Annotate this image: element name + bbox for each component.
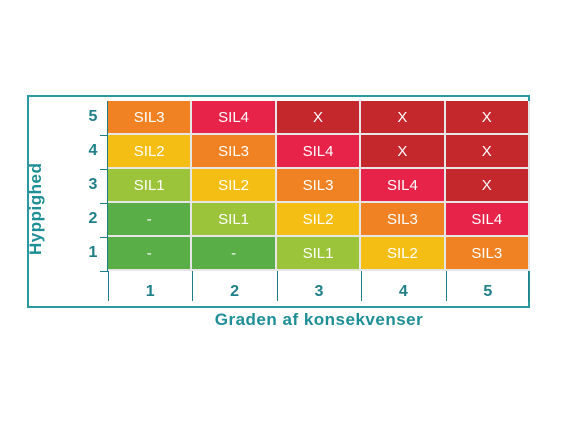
col-tick-label: 4 [398,283,408,300]
matrix-cell: SIL1 [276,237,362,271]
col-tick-mark [361,271,363,301]
matrix-cell: SIL3 [445,237,530,271]
matrix-cell: SIL2 [108,135,193,169]
col-tick-mark [108,271,109,301]
col-tick-mark [528,271,529,301]
matrix-cell: SIL4 [192,101,277,135]
col-tick-mark [192,271,194,301]
row-tick-label: 3 [88,176,98,193]
row-tick-label: 5 [88,108,98,125]
matrix-cell: SIL3 [108,101,193,135]
col-tick-mark [276,271,278,301]
matrix-cell: SIL2 [276,203,362,237]
matrix-cell: SIL2 [361,237,446,271]
col-tick-label: 3 [314,283,324,300]
y-axis-line [107,101,108,271]
matrix-cell: X [361,101,446,135]
y-axis-label: Hyppighed [26,162,45,255]
matrix-cell: SIL4 [361,169,446,203]
col-tick-label: 1 [145,283,155,300]
row-tick-label: 1 [88,244,98,261]
row-tick-mark [100,203,108,204]
row-tick-mark [100,135,108,136]
row-tick-mark [100,271,108,272]
matrix-cell: - [108,237,193,271]
col-tick-label: 5 [483,283,493,300]
matrix-cell: SIL2 [192,169,277,203]
matrix-cell: X [445,135,530,169]
matrix-cell: SIL1 [192,203,277,237]
matrix-cell: SIL4 [276,135,362,169]
matrix-cell: SIL4 [445,203,530,237]
matrix-cell: SIL1 [108,169,193,203]
matrix-cell: SIL3 [361,203,446,237]
matrix-cell: SIL3 [192,135,277,169]
matrix-cell: - [192,237,277,271]
matrix-cell: X [276,101,362,135]
matrix-cell: - [108,203,193,237]
row-tick-label: 4 [88,142,98,159]
matrix-cell: X [361,135,446,169]
matrix-cell: X [445,169,530,203]
row-tick-label: 2 [88,210,98,227]
col-tick-mark [445,271,447,301]
matrix-cell: SIL3 [276,169,362,203]
matrix-cell: X [445,101,530,135]
col-tick-label: 2 [230,283,240,300]
x-axis-label: Graden af konsekvenser [214,310,424,329]
risk-matrix-grid: SIL3 SIL4 X X X SIL2 SIL3 SIL4 X X SIL1 SIL2 SIL3 SIL… [108,101,530,271]
row-tick-mark [100,237,108,238]
row-tick-mark [100,169,108,170]
